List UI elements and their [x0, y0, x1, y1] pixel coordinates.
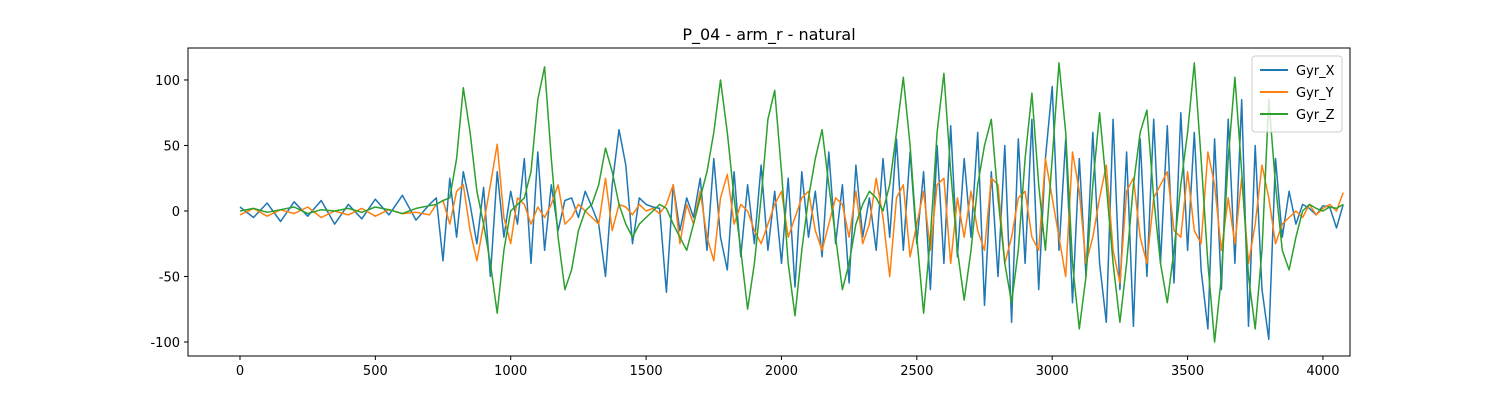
chart-title: P_04 - arm_r - natural	[682, 25, 855, 45]
series-line	[239, 143, 1344, 284]
x-tick-label: 3500	[1171, 364, 1204, 379]
y-tick-label: -50	[159, 270, 180, 285]
x-tick-label: 2000	[765, 364, 798, 379]
y-tick-label: -100	[150, 336, 180, 351]
legend-label: Gyr_X	[1296, 64, 1335, 79]
x-tick-label: 1500	[630, 364, 663, 379]
x-tick-label: 1000	[494, 364, 527, 379]
x-tick-label: 2500	[900, 364, 933, 379]
x-tick-label: 0	[236, 364, 244, 379]
y-tick-label: 100	[155, 74, 180, 89]
plot-frame	[187, 47, 1351, 357]
legend-label: Gyr_Z	[1296, 108, 1335, 123]
y-tick-label: 0	[172, 205, 180, 220]
series-line	[239, 85, 1344, 341]
y-tick-label: 50	[163, 139, 180, 154]
legend-label: Gyr_Y	[1296, 86, 1334, 101]
series-line	[239, 62, 1344, 343]
x-tick-label: 500	[363, 364, 388, 379]
x-tick-label: 3000	[1036, 364, 1069, 379]
x-tick-label: 4000	[1306, 364, 1339, 379]
